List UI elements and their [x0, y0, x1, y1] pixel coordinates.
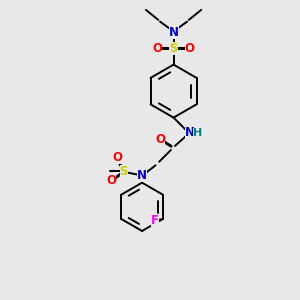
Text: N: N [185, 126, 195, 140]
Text: N: N [169, 26, 178, 39]
Text: S: S [119, 165, 128, 178]
Text: O: O [155, 134, 165, 146]
Text: N: N [137, 169, 147, 182]
Text: O: O [112, 151, 122, 164]
Text: O: O [185, 42, 195, 55]
Text: F: F [151, 214, 159, 227]
Text: O: O [152, 42, 162, 55]
Text: H: H [194, 128, 202, 138]
Text: O: O [106, 174, 116, 188]
Text: S: S [169, 42, 178, 55]
